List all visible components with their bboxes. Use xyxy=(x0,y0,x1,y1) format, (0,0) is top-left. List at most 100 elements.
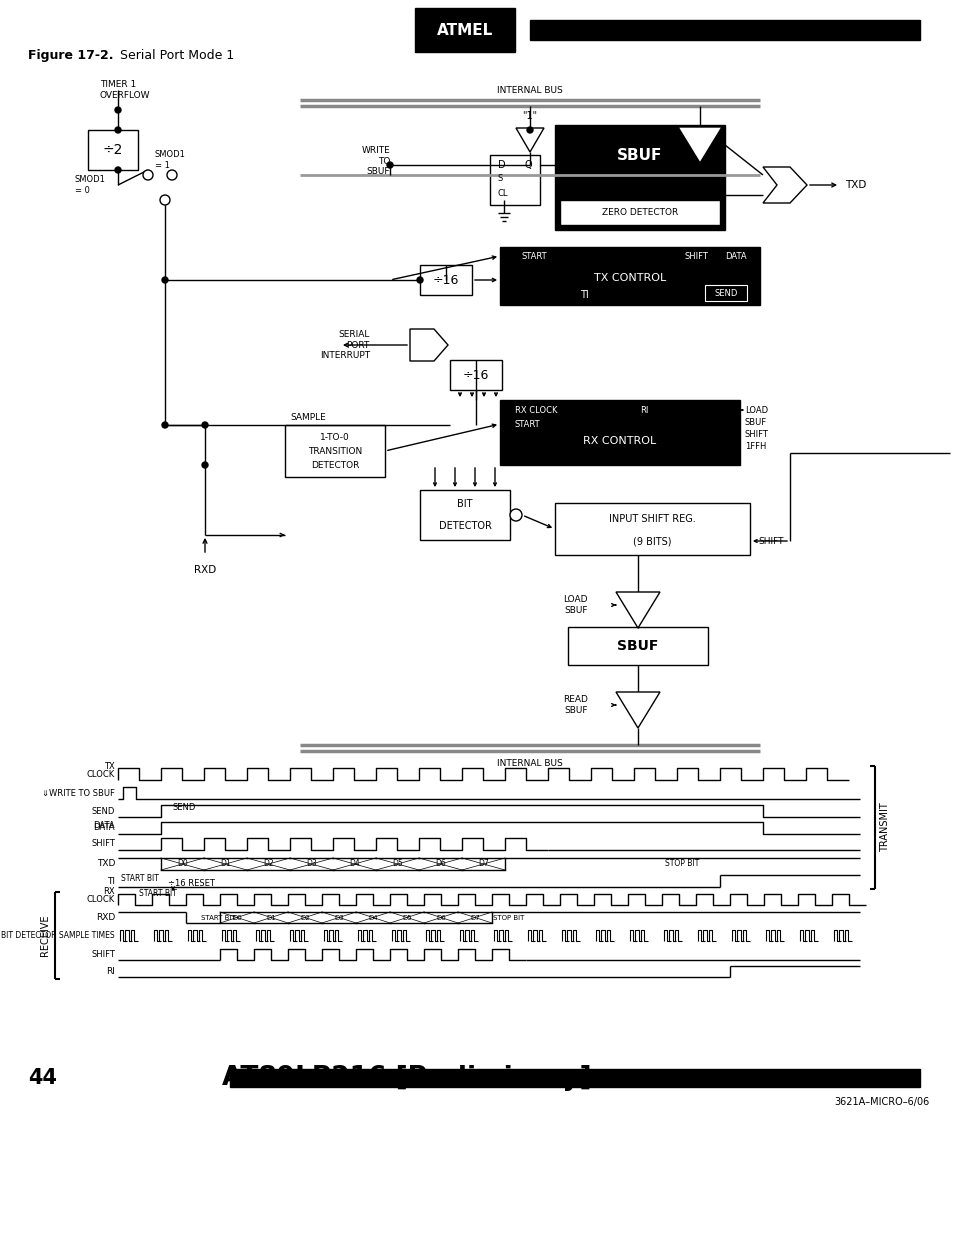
Text: CL: CL xyxy=(497,189,508,198)
Text: D1: D1 xyxy=(220,860,231,868)
Text: START BIT: START BIT xyxy=(139,889,177,898)
Text: DATA: DATA xyxy=(93,820,115,830)
Circle shape xyxy=(115,107,121,112)
Text: TRANSITION: TRANSITION xyxy=(308,447,362,456)
Circle shape xyxy=(115,127,121,133)
Bar xyxy=(704,285,746,301)
Text: BIT DETECTOR SAMPLE TIMES: BIT DETECTOR SAMPLE TIMES xyxy=(1,931,115,940)
Bar xyxy=(530,20,919,40)
Text: TXD: TXD xyxy=(96,860,115,868)
Bar xyxy=(555,125,724,230)
Text: INTERNAL BUS: INTERNAL BUS xyxy=(497,758,562,767)
Text: D5: D5 xyxy=(402,914,412,920)
Bar xyxy=(88,130,138,170)
Text: D0: D0 xyxy=(177,860,188,868)
Text: DATA: DATA xyxy=(93,823,115,831)
Text: RI: RI xyxy=(639,405,648,415)
Text: Q: Q xyxy=(524,161,532,170)
Bar xyxy=(555,503,749,555)
Text: START: START xyxy=(521,252,547,261)
Text: DETECTOR: DETECTOR xyxy=(438,521,491,531)
Circle shape xyxy=(510,509,521,521)
Text: START BIT: START BIT xyxy=(120,874,158,883)
Polygon shape xyxy=(616,692,659,727)
Text: 1FFH: 1FFH xyxy=(744,441,765,451)
Text: DETECTOR: DETECTOR xyxy=(311,461,359,469)
Circle shape xyxy=(167,170,177,180)
Text: RX: RX xyxy=(103,887,115,897)
Text: ÷2: ÷2 xyxy=(103,143,123,157)
Bar xyxy=(419,266,472,295)
Text: START BIT: START BIT xyxy=(201,914,235,920)
Text: D3: D3 xyxy=(306,860,316,868)
Polygon shape xyxy=(762,167,806,203)
Text: TX CONTROL: TX CONTROL xyxy=(594,273,665,283)
Polygon shape xyxy=(516,128,543,152)
Text: SEND: SEND xyxy=(714,289,737,298)
Text: ÷16: ÷16 xyxy=(433,273,458,287)
Text: SEND: SEND xyxy=(172,804,196,813)
Text: D: D xyxy=(497,161,505,170)
Polygon shape xyxy=(410,329,448,361)
Bar xyxy=(559,200,720,225)
Text: INTERNAL BUS: INTERNAL BUS xyxy=(497,85,562,95)
Text: D4: D4 xyxy=(368,914,377,920)
Text: AT89LP216 [Preliminary]: AT89LP216 [Preliminary] xyxy=(222,1065,591,1091)
Circle shape xyxy=(143,170,152,180)
Text: LOAD: LOAD xyxy=(744,405,767,415)
Text: TXD: TXD xyxy=(844,180,865,190)
Circle shape xyxy=(160,195,170,205)
Text: (9 BITS): (9 BITS) xyxy=(633,536,671,546)
Text: 3621A–MICRO–6/06: 3621A–MICRO–6/06 xyxy=(834,1097,929,1107)
Text: D3: D3 xyxy=(334,914,343,920)
Text: D2: D2 xyxy=(300,914,310,920)
Text: TI: TI xyxy=(537,282,545,291)
Bar xyxy=(490,156,539,205)
Text: SAMPLE: SAMPLE xyxy=(290,412,325,421)
Text: Serial Port Mode 1: Serial Port Mode 1 xyxy=(120,49,234,62)
Text: D0: D0 xyxy=(232,914,242,920)
Text: D6: D6 xyxy=(436,914,445,920)
Text: ATMEL: ATMEL xyxy=(436,22,493,37)
Text: SBUF: SBUF xyxy=(744,417,766,426)
Text: Figure 17-2.: Figure 17-2. xyxy=(28,49,113,62)
Text: D5: D5 xyxy=(392,860,402,868)
Text: ÷16: ÷16 xyxy=(462,368,489,382)
Text: STOP BIT: STOP BIT xyxy=(664,860,699,868)
Text: D6: D6 xyxy=(435,860,445,868)
Polygon shape xyxy=(678,127,721,163)
Text: CLOCK: CLOCK xyxy=(87,769,115,778)
Text: START: START xyxy=(515,420,540,429)
Text: D1: D1 xyxy=(266,914,275,920)
Text: D7: D7 xyxy=(470,914,479,920)
Bar xyxy=(285,425,385,477)
Text: SEND: SEND xyxy=(91,806,115,815)
Text: BIT: BIT xyxy=(456,499,473,509)
Text: STOP BIT: STOP BIT xyxy=(493,914,524,920)
Text: 44: 44 xyxy=(28,1068,57,1088)
Bar xyxy=(419,490,510,540)
Text: RX CLOCK: RX CLOCK xyxy=(499,268,542,277)
Text: INPUT SHIFT REG.: INPUT SHIFT REG. xyxy=(608,514,695,524)
Text: DATA: DATA xyxy=(724,252,746,261)
Bar xyxy=(415,7,515,52)
Text: SMOD1
= 1: SMOD1 = 1 xyxy=(154,151,186,169)
Bar xyxy=(499,400,740,466)
Text: ÷16 RESET: ÷16 RESET xyxy=(168,879,214,888)
Text: D7: D7 xyxy=(477,860,488,868)
Text: TIMER 1
OVERFLOW: TIMER 1 OVERFLOW xyxy=(100,80,151,100)
Text: SHIFT: SHIFT xyxy=(758,536,782,546)
Circle shape xyxy=(526,127,533,133)
Circle shape xyxy=(416,277,422,283)
Text: RX CONTROL: RX CONTROL xyxy=(583,436,656,446)
Text: RI: RI xyxy=(106,967,115,976)
Text: SBUF: SBUF xyxy=(617,638,658,653)
Circle shape xyxy=(162,422,168,429)
Text: TRANSMIT: TRANSMIT xyxy=(879,803,889,852)
Text: SHIFT: SHIFT xyxy=(91,950,115,960)
Circle shape xyxy=(202,462,208,468)
Text: RECEIVE: RECEIVE xyxy=(40,915,50,956)
Text: D2: D2 xyxy=(263,860,274,868)
Text: ⇓WRITE TO SBUF: ⇓WRITE TO SBUF xyxy=(42,788,115,798)
Polygon shape xyxy=(616,592,659,629)
